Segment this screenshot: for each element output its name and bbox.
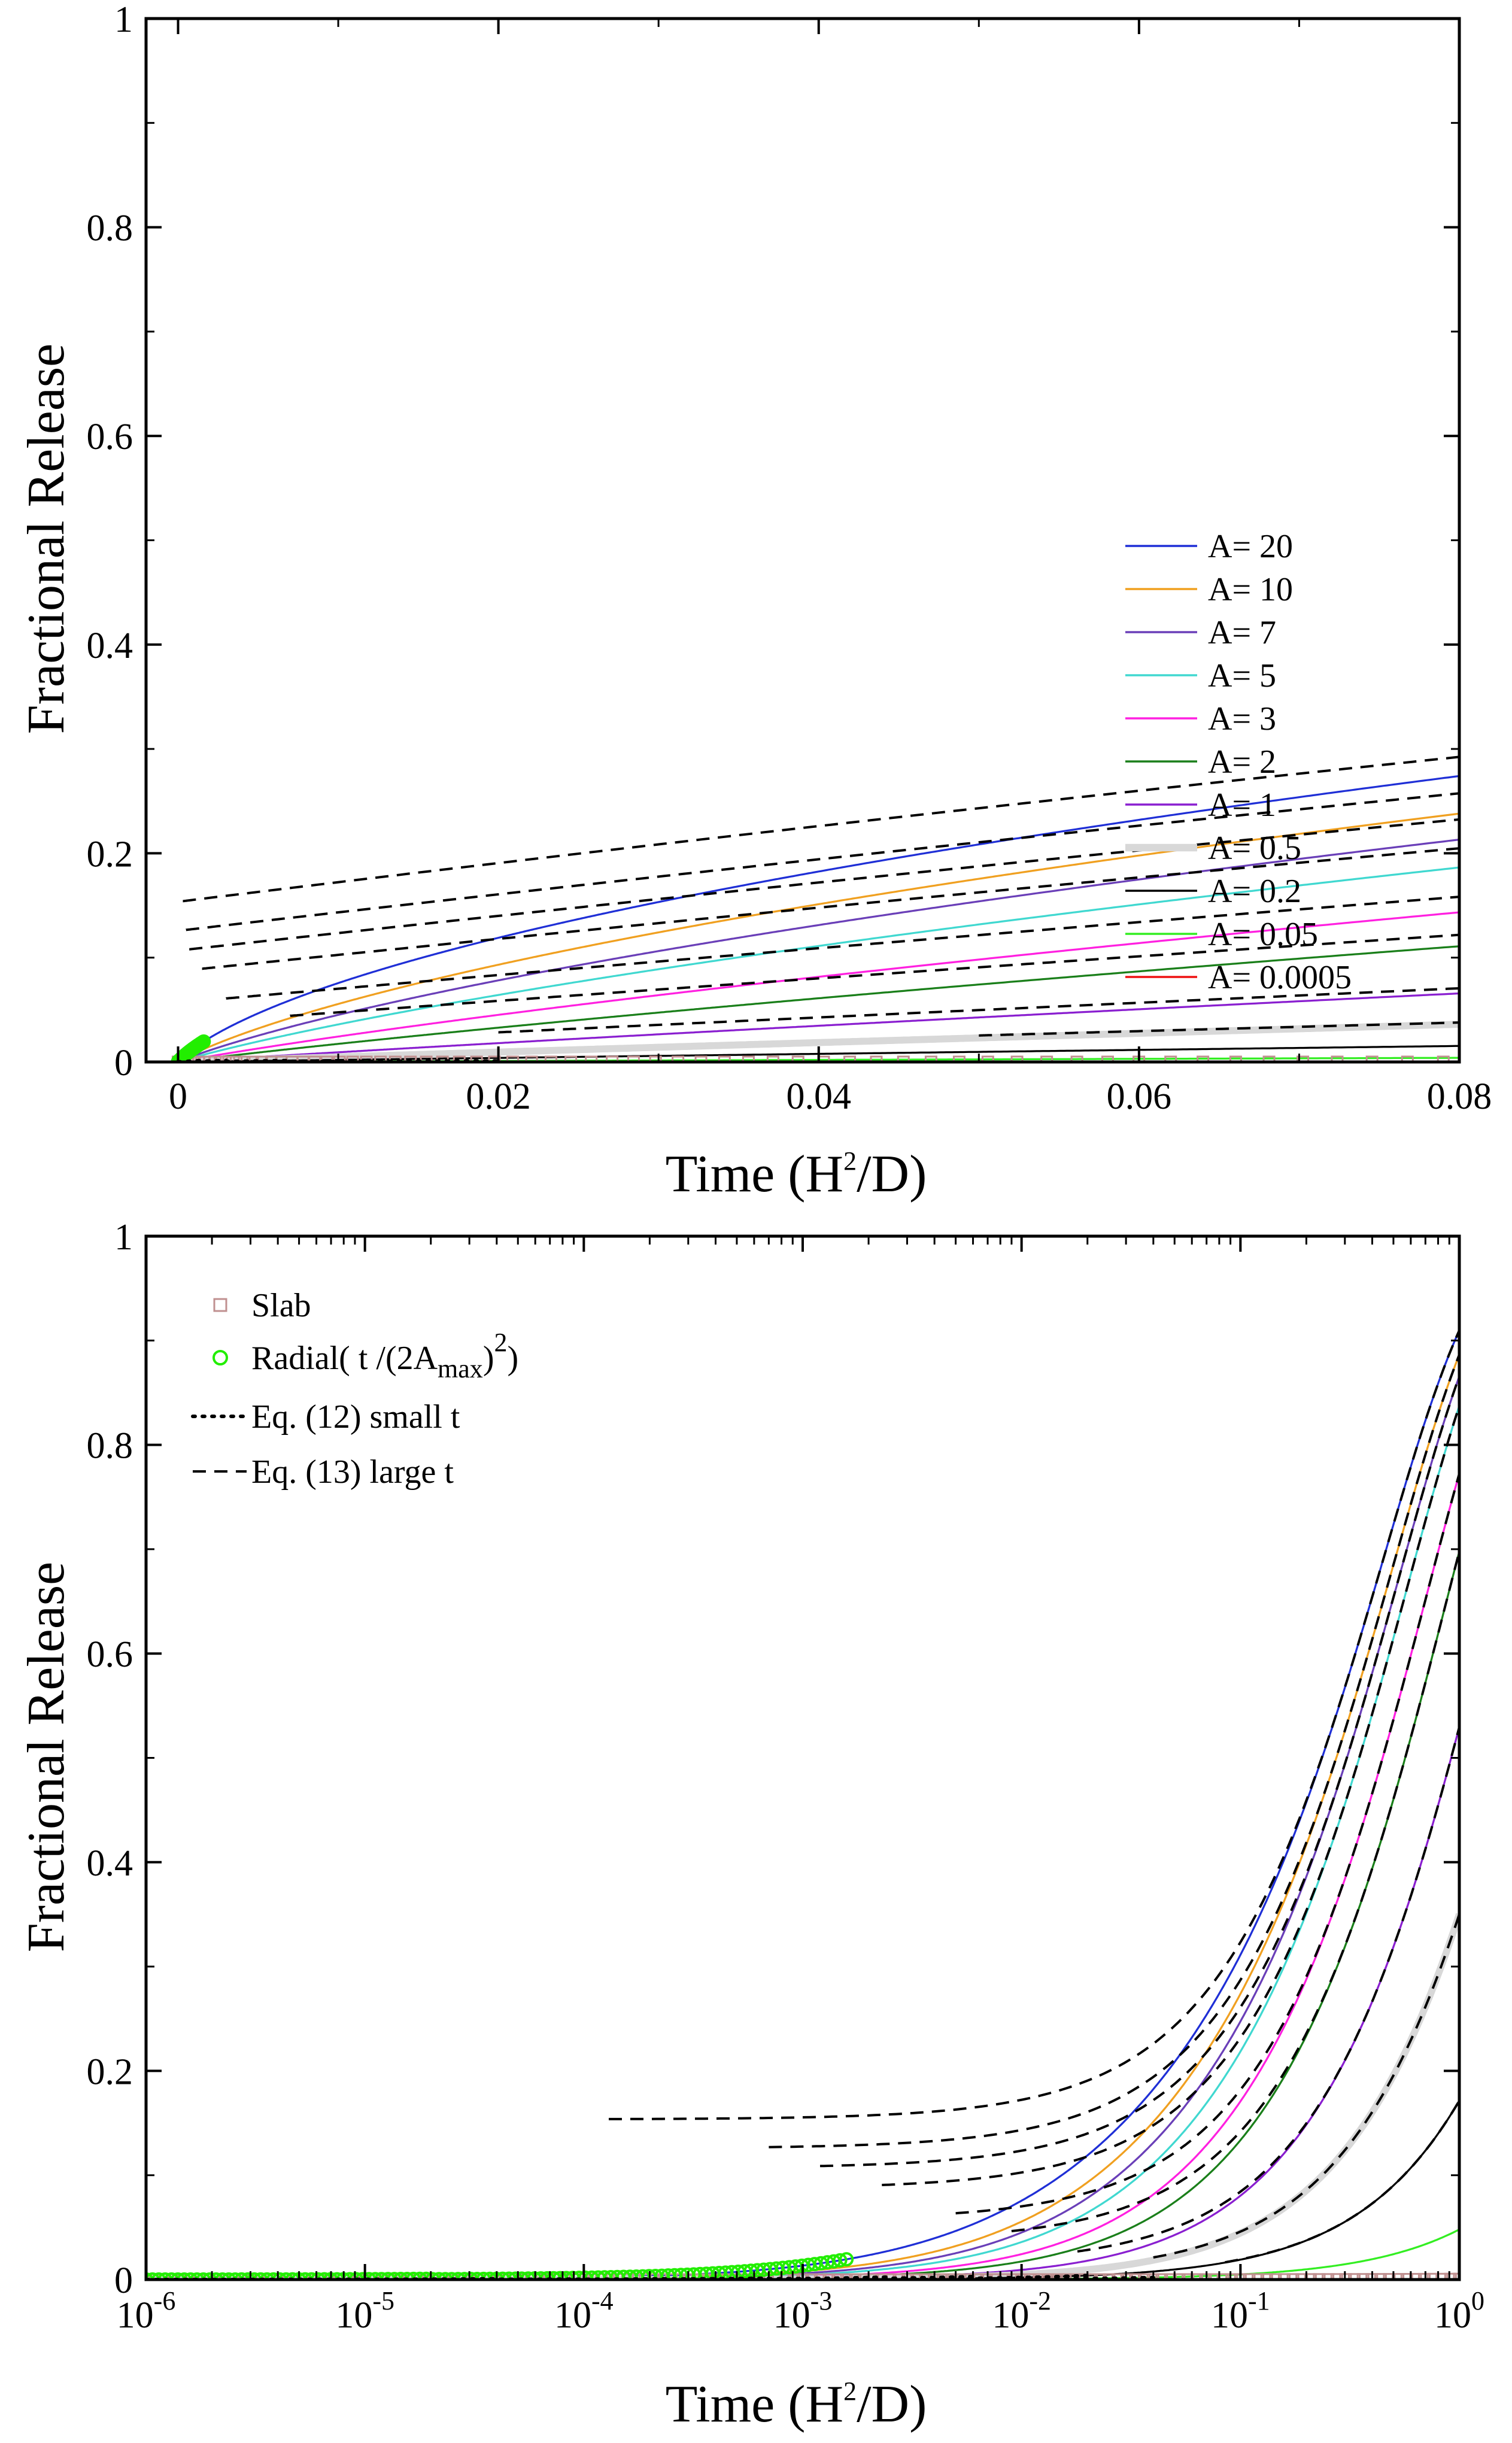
bottom-curve-A-5 xyxy=(146,1405,1459,2280)
bottom-y-tick-label: 0.2 xyxy=(87,2051,133,2092)
bottom-radial-marker xyxy=(833,2253,848,2268)
top-large-t-fit xyxy=(186,792,1459,931)
bottom-y-tick-label: 0.4 xyxy=(87,1843,133,1884)
top-curve-A-7 xyxy=(177,838,1459,1062)
bottom-chart: 0 0.2 0.4 0.6 0.8 1 10-6 10-5 10-4 10-3 10-2 10-1 10… xyxy=(17,1217,1484,2433)
top-large-t-fit xyxy=(979,1021,1459,1037)
bottom-x-tick-label: 10-2 xyxy=(992,2286,1051,2336)
top-y-tick-label: 0.4 xyxy=(87,626,133,666)
bottom-slab-marker xyxy=(595,2273,608,2280)
bottom-large-t-fit xyxy=(1153,1913,1459,2259)
top-x-tick-label: 0.02 xyxy=(466,1076,531,1117)
top-radial-marker xyxy=(196,1034,211,1049)
top-legend-label: A= 0.2 xyxy=(1208,873,1301,910)
top-large-t-fit xyxy=(290,933,1459,1017)
bottom-x-axis-title: Time (H2/D) xyxy=(666,2375,927,2433)
bottom-curve-A-1 xyxy=(146,1726,1459,2280)
top-legend-label: A= 20 xyxy=(1208,528,1293,565)
top-chart: 0 0.2 0.4 0.6 0.8 1 0 0.02 0.04 0.06 0.08 Fraction… xyxy=(17,0,1492,1203)
top-x-tick-label: 0.04 xyxy=(787,1076,852,1117)
bottom-plot-frame xyxy=(144,1234,1461,2281)
bottom-x-tick-label: 10-6 xyxy=(117,2286,176,2336)
top-y-tick-label: 0 xyxy=(114,1043,133,1084)
top-y-tick-label: 0.8 xyxy=(87,208,133,249)
bottom-x-tick-label: 10-1 xyxy=(1211,2286,1270,2336)
bottom-legend-radial-marker xyxy=(212,1350,228,1365)
top-legend-label: A= 5 xyxy=(1208,657,1276,694)
bottom-y-axis-title: Fractional Release xyxy=(17,1562,75,1952)
top-legend-label: A= 3 xyxy=(1208,700,1276,738)
bottom-large-t-fit xyxy=(769,1354,1459,2148)
bottom-curve-A-10 xyxy=(146,1354,1459,2280)
top-large-t-fit xyxy=(498,987,1459,1034)
top-x-tick-label: 0.08 xyxy=(1427,1076,1492,1117)
bottom-curve-A-0p5 xyxy=(146,1913,1459,2280)
bottom-radial-marker xyxy=(839,2252,854,2267)
top-y-tick-label: 1 xyxy=(114,0,133,40)
bottom-large-t-fit xyxy=(1011,1551,1459,2232)
bottom-large-t-fit xyxy=(609,1330,1459,2120)
top-curve-A-20 xyxy=(177,775,1459,1062)
bottom-slab-marker xyxy=(560,2273,573,2280)
bottom-curve-A-3 xyxy=(146,1473,1459,2280)
bottom-x-tick-label: 100 xyxy=(1434,2286,1484,2336)
top-legend-label: A= 0.5 xyxy=(1208,830,1301,867)
top-curve-A-10 xyxy=(177,812,1459,1062)
bottom-large-t-fit xyxy=(1225,2100,1459,2264)
bottom-x-tick-label: 10-5 xyxy=(335,2286,394,2336)
top-curve-A-5 xyxy=(177,866,1459,1062)
top-curve-A-3 xyxy=(177,911,1459,1062)
bottom-legend-small-t-label: Eq. (12) small t xyxy=(251,1398,460,1436)
bottom-y-tick-label: 1 xyxy=(114,1217,133,1258)
bottom-curve-A-7 xyxy=(146,1376,1459,2280)
top-legend-label: A= 0.0005 xyxy=(1208,959,1352,996)
top-y-tick-label: 0.6 xyxy=(87,417,133,457)
top-legend-label: A= 7 xyxy=(1208,614,1276,651)
bottom-curve-A-2 xyxy=(146,1551,1459,2280)
bottom-legend: Slab Radial( t /(2Amax)2) Eq. (12) small t… xyxy=(191,1287,518,1491)
top-legend-label: A= 2 xyxy=(1208,743,1276,781)
top-x-tick-label: 0 xyxy=(169,1076,187,1117)
bottom-legend-radial-label: Radial( t /(2Amax)2) xyxy=(251,1328,518,1383)
top-y-axis-title: Fractional Release xyxy=(17,344,75,734)
top-x-tick-label: 0.06 xyxy=(1107,1076,1172,1117)
bottom-legend-large-t-label: Eq. (13) large t xyxy=(251,1453,454,1491)
bottom-x-tick-label: 10-3 xyxy=(773,2286,833,2336)
top-large-t-fit xyxy=(226,896,1459,1000)
bottom-y-tick-label: 0 xyxy=(114,2260,133,2301)
top-legend-label: A= 10 xyxy=(1208,571,1293,608)
top-x-axis-title: Time (H2/D) xyxy=(666,1145,927,1203)
bottom-large-t-fit xyxy=(882,1405,1459,2186)
bottom-y-tick-label: 0.6 xyxy=(87,1634,133,1675)
top-large-t-fit xyxy=(189,818,1459,951)
bottom-large-t-fit xyxy=(955,1473,1459,2215)
top-legend-label: A= 0.05 xyxy=(1208,916,1318,953)
top-legend-label: A= 1 xyxy=(1208,787,1276,824)
bottom-large-t-fit xyxy=(1077,1726,1459,2253)
bottom-legend-slab-label: Slab xyxy=(251,1287,311,1324)
bottom-y-tick-label: 0.8 xyxy=(87,1426,133,1467)
bottom-x-tick-label: 10-4 xyxy=(554,2286,614,2336)
top-y-tick-label: 0.2 xyxy=(87,834,133,875)
bottom-large-t-fit xyxy=(819,1376,1459,2168)
bottom-legend-slab-marker xyxy=(213,1298,227,1312)
top-legend: A= 20 A= 10 A= 7 A= 5 A= 3 A= 2 A= 1 A= 0.5 A= 0… xyxy=(1125,528,1352,996)
bottom-curve-A-0p2 xyxy=(146,2100,1459,2280)
top-large-t-fit xyxy=(183,755,1459,903)
